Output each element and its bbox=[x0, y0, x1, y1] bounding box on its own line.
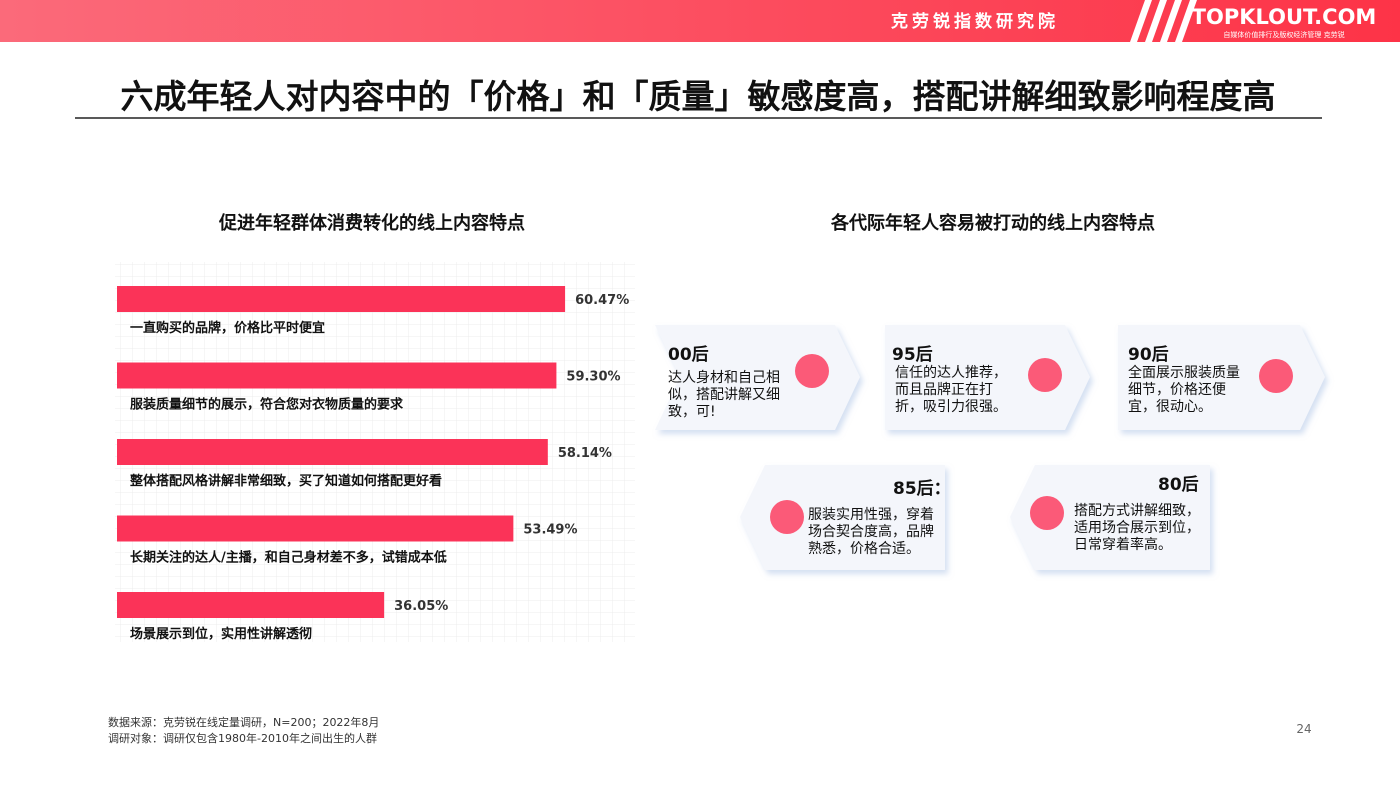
bar bbox=[117, 592, 385, 618]
card-text: 信任的达人推荐，而且品牌正在打折，吸引力很强。 bbox=[895, 365, 1007, 415]
brand: 克劳锐指数研究院 bbox=[891, 11, 1059, 32]
value-label: 36.05% bbox=[394, 599, 448, 614]
category-label: 场景展示到位，实用性讲解透彻 bbox=[130, 626, 312, 642]
card-text: 全面展示服装质量细节，价格还便宜，很动心。 bbox=[1128, 365, 1240, 415]
category-label: 长期关注的达人/主播，和自己身材差不多，试错成本低 bbox=[130, 550, 447, 566]
cards bbox=[655, 325, 1325, 570]
card-label: 95后 bbox=[892, 345, 933, 365]
category-label: 整体搭配风格讲解非常细致，买了知道如何搭配更好看 bbox=[129, 473, 442, 489]
header-stripes bbox=[1130, 0, 1197, 42]
card-label: 80后 bbox=[1158, 475, 1199, 495]
generations-title: 各代际年轻人容易被打动的线上内容特点 bbox=[830, 212, 1155, 234]
footnote: 数据来源：克劳锐在线定量调研，N=200；2022年8月 bbox=[108, 716, 380, 729]
card-text: 服装实用性强，穿着场合契合度高，品牌熟悉，价格合适。 bbox=[808, 507, 934, 557]
page-number: 24 bbox=[1296, 722, 1311, 736]
value-label: 58.14% bbox=[558, 446, 612, 461]
value-label: 59.30% bbox=[566, 370, 620, 385]
category-label: 服装质量细节的展示，符合您对衣物质量的要求 bbox=[130, 397, 404, 413]
bar bbox=[117, 515, 514, 542]
card-label: 00后 bbox=[668, 345, 709, 365]
logo: TOPKLOUT.COM bbox=[1192, 5, 1377, 29]
card-label: 90后 bbox=[1128, 345, 1169, 365]
bar bbox=[117, 439, 548, 465]
bar bbox=[117, 362, 557, 389]
category-label: 一直购买的品牌，价格比平时便宜 bbox=[130, 320, 325, 336]
card-text: 达人身材和自己相似，搭配讲解又细致，可! bbox=[668, 370, 780, 420]
footnote: 调研对象：调研仅包含1980年-2010年之间出生的人群 bbox=[108, 732, 377, 745]
card-dots bbox=[770, 354, 1293, 534]
value-label: 53.49% bbox=[523, 523, 577, 538]
chart-title: 促进年轻群体消费转化的线上内容特点 bbox=[218, 212, 525, 234]
logo-sub: 自媒体价值排行及版权经济管理 克劳锐 bbox=[1223, 30, 1344, 39]
slide-title: 六成年轻人对内容中的「价格」和「质量」敏感度高，搭配讲解细致影响程度高 bbox=[121, 77, 1276, 116]
card-text: 搭配方式讲解细致，适用场合展示到位，日常穿着率高。 bbox=[1074, 503, 1200, 553]
value-label: 60.47% bbox=[575, 293, 629, 308]
bar bbox=[117, 286, 566, 312]
card-label: 85后： bbox=[893, 479, 951, 499]
